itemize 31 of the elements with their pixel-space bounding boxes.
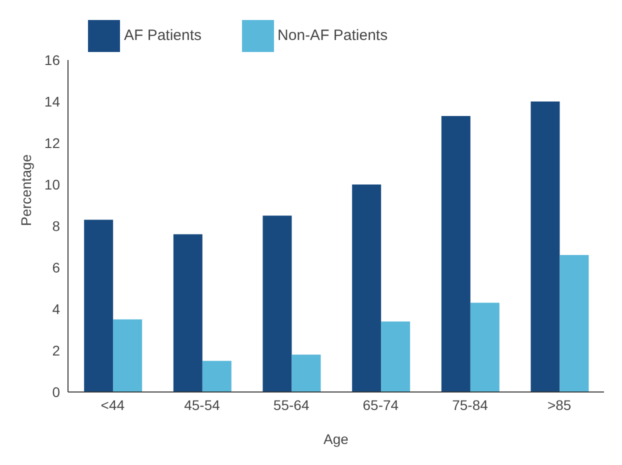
x-tick-label: 65-74 xyxy=(362,396,399,413)
y-tick-label: 10 xyxy=(44,176,60,192)
y-axis-title: Percentage xyxy=(18,154,34,226)
y-tick-label: 2 xyxy=(52,342,60,358)
y-tick-label: 14 xyxy=(44,93,60,110)
y-tick-label: 0 xyxy=(52,384,60,400)
x-tick-label: 45-54 xyxy=(184,396,220,413)
legend-label: AF Patients xyxy=(124,26,202,44)
x-axis-title: Age xyxy=(324,431,349,447)
y-tick-label: 16 xyxy=(44,52,60,68)
legend-label: Non-AF Patients xyxy=(278,26,388,44)
bar xyxy=(292,354,321,392)
bar xyxy=(173,234,202,392)
y-tick-label: 4 xyxy=(52,300,60,317)
bar xyxy=(470,302,500,392)
bar xyxy=(202,360,232,392)
y-tick-label: 8 xyxy=(52,218,60,234)
bar xyxy=(262,216,292,392)
bar xyxy=(352,184,382,392)
x-tick-label: >85 xyxy=(547,396,572,413)
y-tick-label: 6 xyxy=(52,259,60,276)
bar xyxy=(84,220,114,392)
y-tick-label: 12 xyxy=(44,134,60,151)
x-tick-label: 55-64 xyxy=(273,396,310,413)
bar xyxy=(113,319,142,392)
bar xyxy=(441,116,470,392)
bar xyxy=(560,255,589,392)
bar xyxy=(381,321,410,392)
x-tick-label: 75-84 xyxy=(452,396,488,413)
bar xyxy=(530,102,560,392)
x-tick-label: <44 xyxy=(100,396,125,413)
